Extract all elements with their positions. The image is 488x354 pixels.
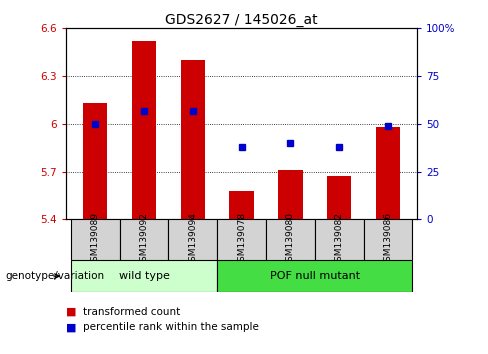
Bar (266, 219, 315, 260)
Bar (181, 60, 205, 219)
Text: ■: ■ (66, 307, 77, 316)
Text: GSM139092: GSM139092 (140, 212, 148, 267)
Bar (71, 260, 217, 292)
Text: GSM139094: GSM139094 (188, 212, 197, 267)
Bar (83, 103, 107, 219)
Text: wild type: wild type (119, 271, 169, 281)
Text: GSM139078: GSM139078 (237, 212, 246, 267)
Bar (168, 219, 217, 260)
Text: percentile rank within the sample: percentile rank within the sample (83, 322, 259, 332)
Bar (132, 41, 156, 219)
Bar (327, 176, 351, 219)
Text: POF null mutant: POF null mutant (270, 271, 360, 281)
Bar (71, 219, 120, 260)
Text: transformed count: transformed count (83, 307, 180, 316)
Text: GSM139089: GSM139089 (91, 212, 100, 267)
Bar (229, 191, 254, 219)
Title: GDS2627 / 145026_at: GDS2627 / 145026_at (165, 13, 318, 27)
Bar (120, 219, 168, 260)
Text: GSM139086: GSM139086 (384, 212, 392, 267)
Bar (217, 219, 266, 260)
Bar (278, 170, 303, 219)
Text: GSM139080: GSM139080 (286, 212, 295, 267)
Text: ■: ■ (66, 322, 77, 332)
Bar (364, 219, 412, 260)
Bar (315, 219, 364, 260)
Bar (217, 260, 412, 292)
Text: GSM139082: GSM139082 (335, 212, 344, 267)
Bar (376, 127, 400, 219)
Text: genotype/variation: genotype/variation (5, 271, 104, 281)
